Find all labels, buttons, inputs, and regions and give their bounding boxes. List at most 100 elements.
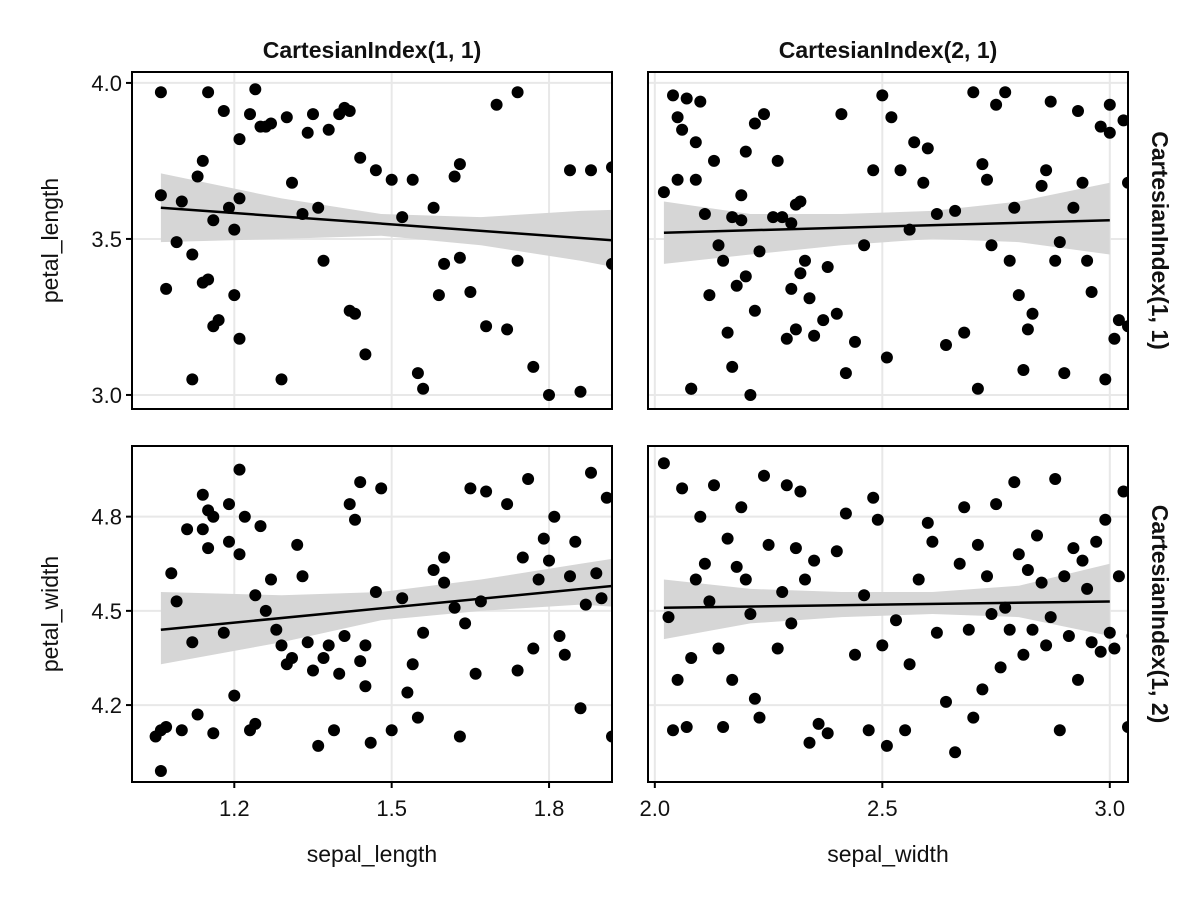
data-point	[244, 108, 256, 121]
data-point	[981, 570, 993, 583]
data-point	[338, 630, 351, 642]
data-point	[312, 739, 325, 752]
data-point	[953, 557, 966, 570]
data-point	[1076, 554, 1089, 567]
y-tick-label: 4.0	[91, 71, 122, 96]
data-point	[464, 286, 477, 298]
data-point	[1103, 626, 1116, 639]
data-point	[726, 360, 739, 373]
data-point	[1099, 373, 1112, 386]
data-point	[1145, 111, 1157, 123]
data-point	[1094, 645, 1107, 658]
data-point	[1049, 473, 1062, 485]
data-point	[721, 532, 734, 545]
data-point	[317, 652, 330, 664]
data-point	[233, 133, 246, 146]
data-point	[685, 382, 698, 395]
data-point	[735, 189, 748, 202]
data-point	[971, 382, 984, 395]
data-point	[921, 142, 934, 155]
data-point	[799, 254, 811, 267]
y-tick-label: 4.8	[91, 505, 122, 530]
data-point	[1090, 535, 1103, 548]
data-point	[664, 323, 676, 335]
data-point	[789, 323, 802, 336]
data-point	[748, 117, 761, 130]
data-point	[1072, 673, 1084, 686]
data-point	[448, 170, 461, 183]
regression-line	[160, 206, 612, 242]
data-point	[223, 498, 235, 511]
data-point	[1067, 201, 1080, 214]
data-point	[976, 683, 989, 696]
data-point	[333, 667, 346, 680]
data-point	[270, 623, 283, 636]
scatter-points	[657, 86, 1157, 401]
data-point	[671, 673, 684, 686]
y-axis-title: petal_length	[37, 178, 63, 303]
data-point	[730, 560, 743, 573]
data-point	[849, 335, 861, 348]
data-point	[657, 457, 670, 470]
data-point	[890, 614, 902, 627]
x-tick-label: 1.5	[376, 796, 407, 821]
data-point	[735, 501, 748, 514]
data-point	[698, 557, 711, 570]
data-point	[532, 573, 545, 586]
row-title: CartesianIndex(1, 2)	[1147, 505, 1173, 724]
data-point	[862, 724, 875, 737]
data-point	[359, 348, 372, 361]
data-point	[249, 589, 262, 602]
data-point	[1112, 570, 1125, 583]
data-point	[632, 317, 644, 329]
data-point	[228, 689, 241, 702]
data-point	[908, 136, 921, 149]
y-tick-label: 3.0	[91, 383, 122, 408]
data-point	[186, 248, 199, 261]
data-point	[254, 520, 267, 533]
data-point	[899, 724, 912, 737]
panel-r2-c2: 2.0 2.5 3.0	[640, 445, 1129, 821]
data-point	[726, 673, 739, 686]
data-point	[858, 239, 871, 252]
data-point	[417, 626, 430, 639]
data-point	[671, 111, 684, 124]
data-point	[181, 523, 194, 536]
data-point	[1021, 564, 1034, 576]
data-point	[585, 466, 597, 479]
data-point	[522, 473, 535, 485]
data-point	[160, 721, 173, 733]
data-point	[564, 164, 576, 177]
data-point	[154, 765, 167, 777]
data-point	[154, 86, 167, 99]
data-point	[744, 608, 757, 620]
data-point	[780, 479, 793, 492]
data-point	[1021, 323, 1034, 336]
data-point	[794, 195, 807, 208]
data-point	[985, 239, 998, 252]
data-point	[543, 389, 555, 401]
data-point	[744, 389, 757, 401]
data-point	[871, 513, 884, 526]
data-point	[912, 573, 925, 586]
data-point	[1072, 105, 1084, 117]
data-point	[202, 273, 215, 286]
data-point	[830, 307, 843, 320]
data-point	[730, 279, 743, 292]
data-point	[1103, 98, 1116, 111]
data-point	[175, 724, 188, 737]
data-point	[1117, 485, 1128, 498]
data-point	[275, 639, 288, 652]
data-point	[217, 105, 230, 117]
data-point	[880, 351, 893, 364]
data-point	[606, 161, 612, 174]
data-point	[1131, 89, 1143, 101]
data-point	[627, 586, 639, 598]
x-tick-label: 1.8	[534, 796, 565, 821]
data-point	[207, 214, 220, 227]
data-point	[569, 535, 582, 548]
data-point	[196, 523, 209, 536]
data-point	[1035, 179, 1048, 192]
data-point	[867, 164, 880, 177]
data-point	[627, 242, 639, 254]
